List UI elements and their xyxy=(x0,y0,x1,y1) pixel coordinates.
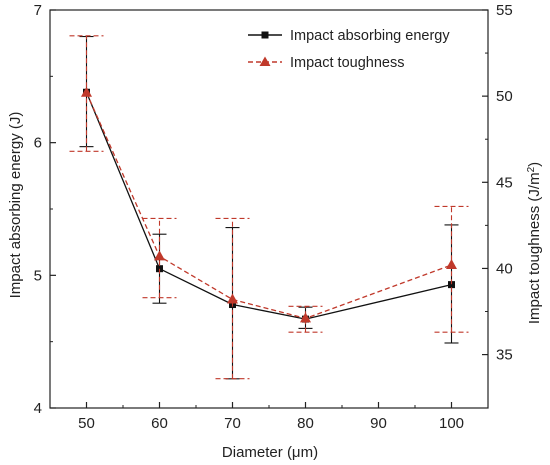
right-tick-label: 45 xyxy=(496,174,513,191)
point-absorbing-energy xyxy=(448,281,455,289)
series-toughness xyxy=(69,35,469,380)
right-axis-ticks: 35 40 45 50 55 xyxy=(482,2,513,364)
point-absorbing-energy xyxy=(156,265,163,273)
legend-label-absorbing-energy: Impact absorbing energy xyxy=(290,28,450,44)
right-axis-title-main: Impact toughness (J/m xyxy=(526,172,543,324)
point-toughness xyxy=(81,86,92,97)
plot-frame xyxy=(49,9,489,409)
point-toughness xyxy=(227,293,238,304)
left-tick-label: 7 xyxy=(34,2,42,19)
series-absorbing-energy xyxy=(79,35,459,380)
series-layer xyxy=(69,35,469,380)
left-axis-ticks: 4 5 6 7 xyxy=(34,2,56,417)
x-tick-label: 60 xyxy=(151,415,168,432)
right-tick-label: 40 xyxy=(496,260,513,277)
x-axis-title: Diameter (μm) xyxy=(222,444,318,461)
point-toughness xyxy=(154,250,165,261)
legend-label-toughness: Impact toughness xyxy=(290,55,404,71)
legend-marker-toughness xyxy=(259,56,271,66)
left-tick-label: 4 xyxy=(34,400,42,417)
point-toughness xyxy=(300,312,311,323)
right-tick-label: 50 xyxy=(496,88,513,105)
x-tick-label: 80 xyxy=(297,415,314,432)
x-tick-label: 70 xyxy=(224,415,241,432)
plot-area-border xyxy=(49,9,489,409)
x-tick-label: 100 xyxy=(439,415,464,432)
left-tick-label: 5 xyxy=(34,267,42,284)
x-tick-label: 50 xyxy=(78,415,95,432)
right-axis-title: Impact toughness (J/m2) xyxy=(526,162,543,324)
left-axis-title: Impact absorbing energy (J) xyxy=(7,112,24,299)
legend-marker-absorbing-energy xyxy=(261,31,269,39)
left-tick-label: 6 xyxy=(34,135,42,152)
right-axis-title-tail: ) xyxy=(526,162,543,167)
right-tick-label: 35 xyxy=(496,347,513,364)
right-axis-title-sup: 2 xyxy=(526,166,537,172)
point-toughness xyxy=(446,258,457,269)
right-tick-label: 55 xyxy=(496,2,513,19)
x-tick-label: 90 xyxy=(370,415,387,432)
x-axis-ticks: 50 60 70 80 90 100 xyxy=(78,402,464,432)
legend: Impact absorbing energy Impact toughness xyxy=(248,28,450,71)
series-line-toughness xyxy=(85,92,452,320)
